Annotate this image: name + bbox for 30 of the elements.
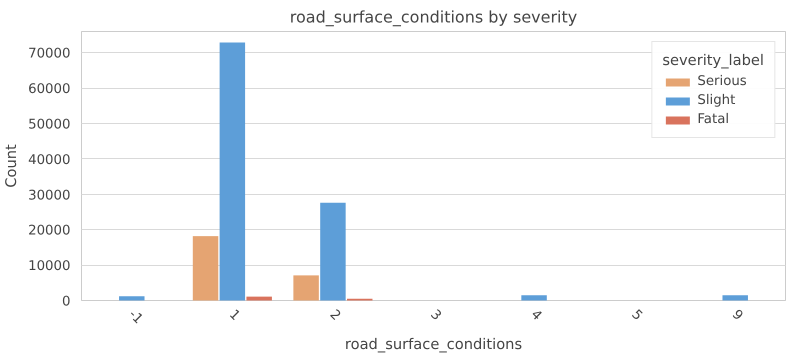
bar [192, 236, 218, 300]
bar [293, 275, 319, 300]
y-tick-label: 20000 [28, 224, 71, 239]
legend-title: severity_label [662, 52, 764, 69]
y-tick-label: 40000 [28, 152, 71, 168]
y-tick-label: 60000 [28, 82, 71, 98]
legend-label: Fatal [697, 112, 730, 127]
x-tick-label: 5 [628, 307, 645, 324]
x-tick-label: 9 [728, 307, 746, 324]
chart-title: road_surface_conditions by severity [290, 8, 578, 26]
x-tick-label: -1 [125, 307, 146, 328]
bar [119, 296, 145, 300]
y-tick-label: 50000 [28, 118, 71, 133]
y-tick-label: 70000 [28, 46, 71, 62]
bar [521, 295, 547, 300]
x-axis-title: road_surface_conditions [344, 336, 522, 353]
legend-label: Serious [697, 74, 747, 89]
bar [722, 295, 748, 300]
bar [246, 296, 272, 300]
y-tick-label: 0 [62, 294, 71, 310]
x-tick-label: 2 [326, 307, 344, 324]
y-axis-title: Count [3, 144, 20, 188]
x-tick-label: 1 [226, 307, 243, 324]
bar [320, 202, 346, 300]
legend-label: Slight [697, 93, 736, 108]
y-tick-label: 10000 [28, 259, 71, 274]
x-tick-label: 4 [528, 307, 544, 324]
y-tick-label: 30000 [28, 188, 71, 204]
x-tick-label: 3 [427, 307, 444, 324]
bar [220, 42, 246, 300]
